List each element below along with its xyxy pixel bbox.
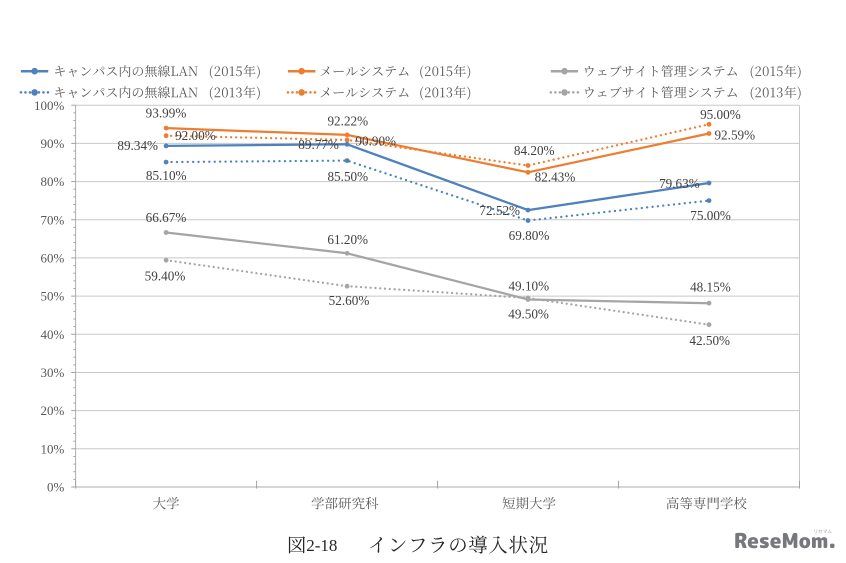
svg-text:20%: 20% — [40, 403, 64, 418]
svg-text:49.10%: 49.10% — [508, 279, 549, 294]
svg-text:90.90%: 90.90% — [355, 133, 396, 148]
svg-text:80%: 80% — [40, 174, 64, 189]
svg-text:30%: 30% — [40, 365, 64, 380]
svg-text:82.43%: 82.43% — [535, 170, 576, 185]
svg-text:2-18: 2-18 — [306, 536, 337, 555]
svg-text:92.59%: 92.59% — [714, 128, 755, 143]
svg-text:40%: 40% — [40, 327, 64, 342]
svg-text:0%: 0% — [47, 480, 65, 495]
svg-text:89.34%: 89.34% — [117, 138, 158, 153]
svg-text:79.63%: 79.63% — [659, 176, 700, 191]
svg-text:50%: 50% — [40, 289, 64, 304]
svg-text:85.10%: 85.10% — [146, 168, 187, 183]
svg-text:89.77%: 89.77% — [298, 137, 339, 152]
svg-text:92.22%: 92.22% — [327, 113, 368, 128]
svg-text:95.00%: 95.00% — [700, 107, 741, 122]
svg-text:75.00%: 75.00% — [690, 208, 731, 223]
svg-text:42.50%: 42.50% — [689, 333, 730, 348]
svg-text:48.15%: 48.15% — [690, 279, 731, 294]
svg-text:52.60%: 52.60% — [329, 293, 370, 308]
svg-text:59.40%: 59.40% — [145, 269, 186, 284]
svg-text:69.80%: 69.80% — [509, 228, 550, 243]
svg-text:85.50%: 85.50% — [327, 169, 368, 184]
svg-text:72.52%: 72.52% — [479, 203, 520, 218]
svg-text:49.50%: 49.50% — [508, 307, 549, 322]
svg-text:90%: 90% — [40, 136, 64, 151]
svg-text:61.20%: 61.20% — [327, 232, 368, 247]
svg-text:93.99%: 93.99% — [146, 106, 187, 121]
svg-text:92.00%: 92.00% — [175, 128, 216, 143]
svg-text:10%: 10% — [40, 441, 64, 456]
svg-text:66.67%: 66.67% — [146, 210, 187, 225]
svg-text:100%: 100% — [34, 98, 65, 113]
svg-text:84.20%: 84.20% — [514, 143, 555, 158]
svg-text:70%: 70% — [40, 212, 64, 227]
svg-text:60%: 60% — [40, 251, 64, 266]
